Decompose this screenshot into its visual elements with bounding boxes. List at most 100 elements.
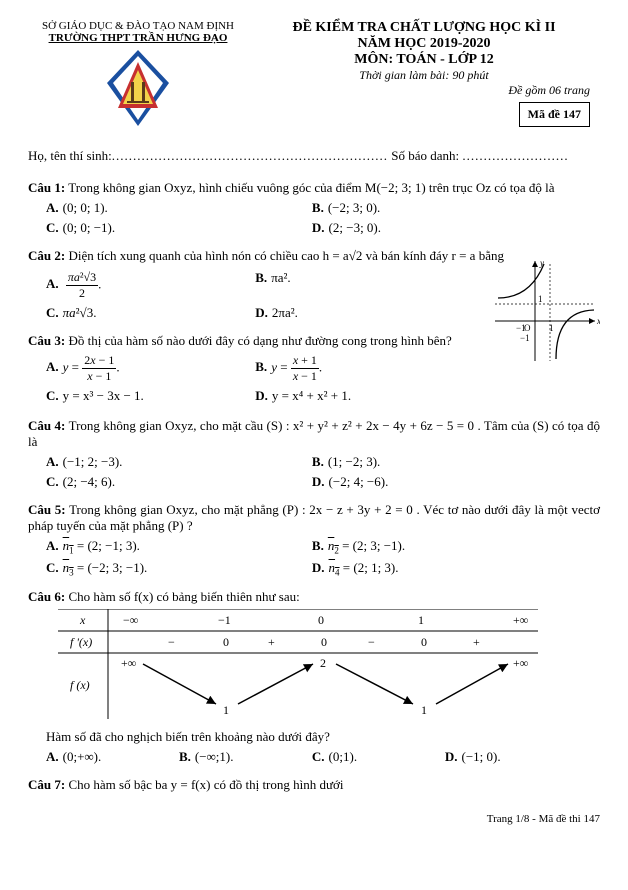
q1-d-text: (2; −3; 0). [329, 220, 381, 235]
q4-d-text: (−2; 4; −6). [329, 474, 389, 489]
q6-sub: Hàm số đã cho nghịch biến trên khoảng nà… [46, 729, 600, 745]
q1-opt-c: C.(0; 0; −1). [46, 220, 312, 236]
q1-options: A.(0; 0; 1). B.(−2; 3; 0). C.(0; 0; −1).… [46, 198, 600, 238]
q2-opt-a: A. πa²√32. [46, 270, 255, 301]
q4-stem: Trong không gian Oxyz, cho mặt cầu (S) :… [28, 418, 600, 449]
question-5: Câu 5: Trong không gian Oxyz, cho mặt ph… [28, 502, 600, 534]
q4-c-text: (2; −4; 6). [63, 474, 115, 489]
svg-text:1: 1 [549, 323, 554, 333]
q6-opt-b: B.(−∞;1). [179, 749, 312, 765]
q2-opt-c: C.πa²√3. [46, 305, 255, 321]
q2-options: A. πa²√32. B.πa². C.πa²√3. D.2πa². [46, 268, 482, 323]
header-left: SỞ GIÁO DỤC & ĐÀO TẠO NAM ĐỊNH TRƯỜNG TH… [28, 20, 248, 136]
q2-opt-b: B.πa². [255, 270, 464, 301]
q6-c-text: (0;1). [329, 749, 358, 764]
q6-d-text: (−1; 0). [462, 749, 501, 764]
code-box-wrap: Mã đề 147 [248, 98, 600, 127]
q1-opt-b: B.(−2; 3; 0). [312, 200, 578, 216]
q3-d-text: y = x⁴ + x² + 1. [272, 388, 351, 403]
question-6: Câu 6: Cho hàm số f(x) có bảng biến thiê… [28, 589, 600, 605]
q4-opt-c: C.(2; −4; 6). [46, 474, 312, 490]
question-3: Câu 3: Đồ thị của hàm số nào dưới đây có… [28, 333, 482, 349]
exam-pages: Đề gồm 06 trang [248, 83, 600, 98]
q6-fx-t0: +∞ [121, 656, 136, 670]
q6-variation-table: x f '(x) f (x) −∞ −1 0 1 +∞ − 0 + 0 − 0 … [58, 609, 538, 719]
q2-b-text: πa². [271, 270, 290, 285]
q6-fx-t2: +∞ [513, 656, 528, 670]
q3-stem: Đồ thị của hàm số nào dưới đây có dạng n… [65, 333, 452, 348]
q6-fx-b1: 1 [421, 703, 427, 717]
q3-opt-b: B.y = x + 1x − 1. [255, 353, 464, 384]
q2-label: Câu 2: [28, 248, 65, 263]
id-dots: ......................... [462, 148, 568, 163]
q4-opt-b: B.(1; −2; 3). [312, 454, 578, 470]
header: SỞ GIÁO DỤC & ĐÀO TẠO NAM ĐỊNH TRƯỜNG TH… [28, 20, 600, 136]
q4-opt-a: A.(−1; 2; −3). [46, 454, 312, 470]
q2-d-text: 2πa². [272, 305, 298, 320]
q6-fp1: 0 [223, 635, 229, 649]
q6-opt-a: A.(0;+∞). [46, 749, 179, 765]
svg-text:x: x [596, 316, 600, 326]
q5-opt-a: A.n1 = (2; −1; 3). [46, 538, 312, 556]
q1-c-text: (0; 0; −1). [63, 220, 115, 235]
q6-b-text: (−∞;1). [195, 749, 234, 764]
question-1: Câu 1: Trong không gian Oxyz, hình chiếu… [28, 180, 600, 196]
page-footer: Trang 1/8 - Mã đề thi 147 [28, 813, 600, 825]
q5-options: A.n1 = (2; −1; 3). B.n2 = (2; 3; −1). C.… [46, 536, 600, 579]
q7-stem: Cho hàm số bậc ba y = f(x) có đồ thị tro… [65, 777, 343, 792]
q6-opt-d: D.(−1; 0). [445, 749, 578, 765]
q3-c-text: y = x³ − 3x − 1. [63, 388, 144, 403]
q5-label: Câu 5: [28, 502, 66, 517]
q6-options: A.(0;+∞). B.(−∞;1). C.(0;1). D.(−1; 0). [46, 747, 600, 767]
q5-opt-d: D.n4 = (2; 1; 3). [312, 560, 578, 578]
q6-opt-c: C.(0;1). [312, 749, 445, 765]
id-label: Số báo danh: [391, 148, 462, 163]
q6-fp5: 0 [421, 635, 427, 649]
q1-opt-a: A.(0; 0; 1). [46, 200, 312, 216]
q1-b-text: (−2; 3; 0). [328, 200, 380, 215]
q6-a-text: (0;+∞). [63, 749, 102, 764]
q6-x4: +∞ [513, 613, 528, 627]
svg-text:−1: −1 [516, 323, 526, 333]
exam-year: NĂM HỌC 2019-2020 [248, 36, 600, 52]
candidate-line: Họ, tên thí sinh:.......................… [28, 148, 600, 164]
q6-stem: Cho hàm số f(x) có bảng biến thiên như s… [65, 589, 300, 604]
q5-opt-b: B.n2 = (2; 3; −1). [312, 538, 578, 556]
q6-fp4: − [368, 635, 375, 649]
svg-text:−1: −1 [520, 333, 530, 343]
q4-options: A.(−1; 2; −3). B.(1; −2; 3). C.(2; −4; 6… [46, 452, 600, 492]
exam-time: Thời gian làm bài: 90 phút [248, 68, 600, 83]
q6-label: Câu 6: [28, 589, 65, 604]
q2-stem: Diện tích xung quanh của hình nón có chi… [65, 248, 504, 263]
name-dots: ........................................… [112, 148, 388, 163]
department-line: SỞ GIÁO DỤC & ĐÀO TẠO NAM ĐỊNH [28, 20, 248, 32]
q6-x3: 1 [418, 613, 424, 627]
q6-x0: −∞ [123, 613, 138, 627]
exam-subject: MÔN: TOÁN - LỚP 12 [248, 52, 600, 68]
question-4: Câu 4: Trong không gian Oxyz, cho mặt cầ… [28, 418, 600, 450]
school-line: TRƯỜNG THPT TRẦN HƯNG ĐẠO [28, 32, 248, 44]
q3-opt-c: C.y = x³ − 3x − 1. [46, 388, 255, 404]
svg-text:x: x [79, 613, 86, 627]
q4-a-text: (−1; 2; −3). [63, 454, 123, 469]
header-right: ĐỀ KIỂM TRA CHẤT LƯỢNG HỌC KÌ II NĂM HỌC… [248, 20, 600, 136]
q6-fp3: 0 [321, 635, 327, 649]
q3-opt-d: D.y = x⁴ + x² + 1. [255, 388, 464, 404]
q1-label: Câu 1: [28, 180, 65, 195]
q4-opt-d: D.(−2; 4; −6). [312, 474, 578, 490]
q3-label: Câu 3: [28, 333, 65, 348]
q6-x1: −1 [218, 613, 231, 627]
q7-label: Câu 7: [28, 777, 65, 792]
q1-opt-d: D.(2; −3; 0). [312, 220, 578, 236]
exam-code: Mã đề 147 [519, 102, 590, 127]
q3-opt-a: A.y = 2x − 1x − 1. [46, 353, 255, 384]
q6-fx-b0: 1 [223, 703, 229, 717]
q6-x2: 0 [318, 613, 324, 627]
q3-graph: x y O 1 1 −1 −1 [490, 256, 600, 366]
q5-stem: Trong không gian Oxyz, cho mặt phẳng (P)… [28, 502, 600, 533]
q4-b-text: (1; −2; 3). [328, 454, 380, 469]
q4-label: Câu 4: [28, 418, 65, 433]
q2-opt-d: D.2πa². [255, 305, 464, 321]
q2-q3-block: A. πa²√32. B.πa². C.πa²√3. D.2πa². Câu 3… [28, 266, 600, 408]
q1-a-text: (0; 0; 1). [63, 200, 108, 215]
